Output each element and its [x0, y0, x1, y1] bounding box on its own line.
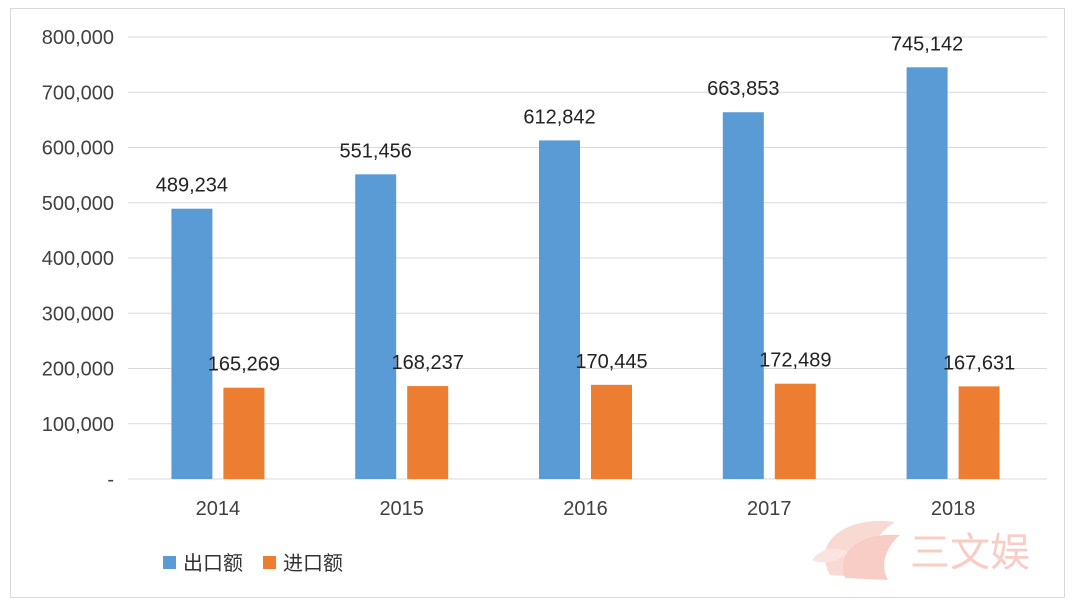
y-tick-label: 600,000 — [42, 138, 114, 160]
bars — [171, 67, 1000, 480]
data-labels: 489,234 165,269 551,456 168,237 612,842 170,4… — [156, 33, 1015, 375]
gridlines — [128, 36, 1047, 480]
y-tick-label: - — [107, 469, 114, 491]
fish-logo-icon — [812, 520, 900, 580]
data-label-imports: 172,489 — [759, 350, 831, 372]
x-tick-label: 2017 — [747, 498, 792, 520]
watermark: 三文娱 — [812, 520, 1030, 580]
data-label-exports: 612,842 — [523, 106, 595, 128]
y-tick-label: 700,000 — [42, 82, 114, 104]
legend-swatch-exports — [163, 556, 176, 569]
bar-exports — [355, 174, 397, 479]
x-tick-label: 2014 — [196, 498, 241, 520]
legend-swatch-imports — [263, 556, 276, 569]
y-tick-label: 300,000 — [42, 303, 114, 325]
watermark-text: 三文娱 — [910, 530, 1030, 576]
y-tick-label: 800,000 — [42, 27, 114, 49]
y-axis-ticks: - 100,000 200,000 300,000 400,000 500,000 600,… — [42, 27, 114, 491]
data-label-imports: 170,445 — [575, 351, 647, 373]
data-label-exports: 663,853 — [707, 78, 779, 100]
legend-label-imports: 进口额 — [283, 551, 343, 575]
y-tick-label: 200,000 — [42, 359, 114, 381]
bar-imports — [591, 384, 632, 479]
x-tick-label: 2016 — [563, 498, 608, 520]
legend-label-exports: 出口额 — [183, 551, 243, 575]
data-label-imports: 165,269 — [208, 354, 280, 376]
bar-imports — [407, 386, 449, 479]
bar-imports — [223, 387, 265, 479]
legend: 出口额 进口额 — [163, 551, 343, 575]
bar-imports — [958, 386, 1000, 479]
data-label-imports: 168,237 — [392, 352, 464, 374]
data-label-exports: 745,142 — [891, 33, 963, 55]
x-tick-label: 2015 — [379, 498, 424, 520]
x-axis-ticks: 2014 2015 2016 2017 2018 — [196, 498, 976, 520]
bar-imports — [774, 383, 816, 479]
y-tick-label: 500,000 — [42, 193, 114, 215]
data-label-exports: 551,456 — [340, 140, 412, 162]
bar-exports — [906, 67, 948, 479]
data-label-exports: 489,234 — [156, 175, 228, 197]
y-tick-label: 400,000 — [42, 248, 114, 270]
x-tick-label: 2018 — [931, 498, 976, 520]
data-label-imports: 167,631 — [943, 352, 1015, 374]
bar-exports — [539, 140, 580, 480]
y-tick-label: 100,000 — [42, 414, 114, 436]
bar-exports — [722, 112, 764, 479]
bar-exports — [171, 208, 213, 479]
